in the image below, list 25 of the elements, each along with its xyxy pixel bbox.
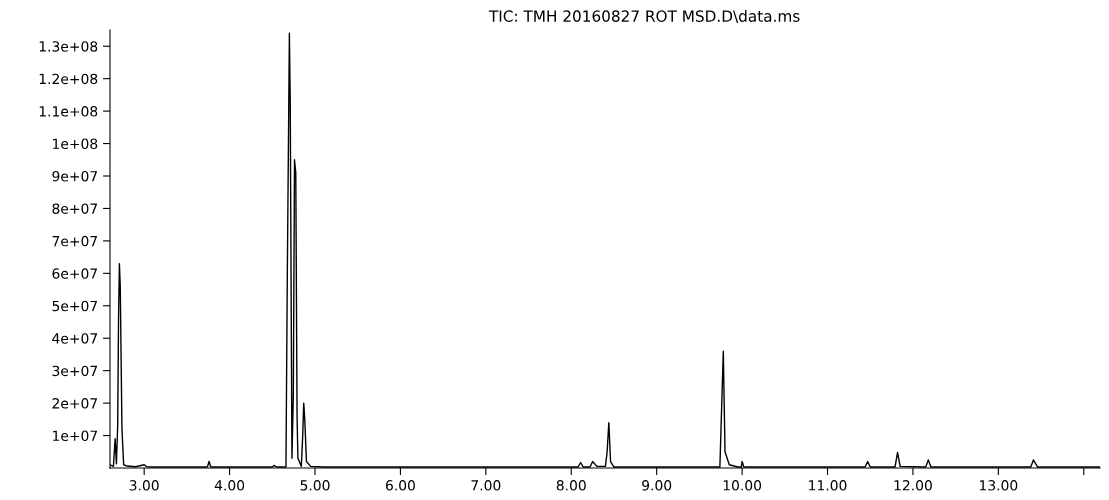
x-tick-label: 3.00 bbox=[129, 480, 159, 491]
x-tick-label: 4.00 bbox=[214, 480, 245, 491]
y-tick-label: 8e+07 bbox=[52, 203, 97, 214]
x-tick-label: 13.00 bbox=[980, 480, 1018, 491]
x-tick-label: 7.00 bbox=[471, 480, 501, 491]
y-tick-label: 1e+08 bbox=[53, 138, 98, 150]
y-tick-label: 1e+07 bbox=[53, 430, 97, 442]
y-tick-label: 7e+07 bbox=[52, 235, 97, 247]
x-tick-label: 12.00 bbox=[894, 480, 932, 491]
y-tick-label: 5e+07 bbox=[52, 300, 97, 312]
x-tick-label: 10.00 bbox=[723, 480, 762, 491]
y-tick-label: 3e+07 bbox=[52, 365, 97, 377]
y-tick-label: 2e+07 bbox=[52, 398, 97, 409]
x-tick-label: 8.00 bbox=[556, 480, 586, 491]
x-tick-label: 11.00 bbox=[809, 480, 847, 491]
x-tick-label: 5.00 bbox=[300, 480, 330, 491]
y-tick-label: 6e+07 bbox=[52, 268, 97, 279]
chart-title: TIC: TMH 20160827 ROT MSD.D\data.ms bbox=[488, 10, 800, 24]
y-tick-label: 1.2e+08 bbox=[39, 73, 98, 85]
y-tick-label: 1.3e+08 bbox=[39, 41, 98, 52]
y-tick-label: 4e+07 bbox=[52, 333, 97, 344]
x-tick-label: 9.00 bbox=[642, 480, 672, 491]
x-tick-label: 6.00 bbox=[385, 480, 415, 491]
y-tick-label: 1.1e+08 bbox=[39, 106, 98, 117]
y-tick-label: 9e+07 bbox=[52, 170, 97, 182]
